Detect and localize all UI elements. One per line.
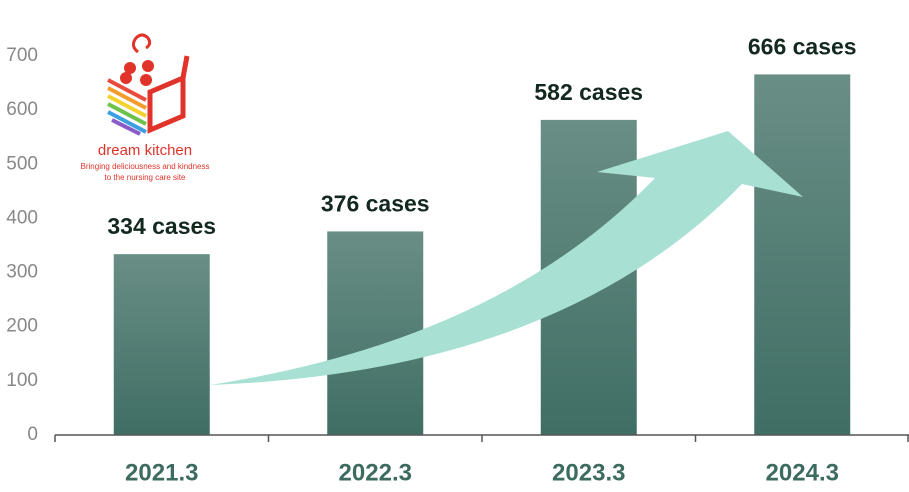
growth-arrow bbox=[210, 131, 803, 385]
x-tick-label: 2024.3 bbox=[766, 459, 839, 486]
value-label: 334 cases bbox=[107, 213, 216, 239]
y-tick-label: 600 bbox=[6, 99, 38, 120]
bar bbox=[113, 254, 210, 435]
y-tick-label: 100 bbox=[6, 370, 38, 391]
value-label: 582 cases bbox=[534, 79, 643, 105]
logo: dream kitchen Bringing deliciousness and… bbox=[81, 33, 210, 182]
x-tick-label: 2021.3 bbox=[125, 459, 198, 486]
value-label: 666 cases bbox=[748, 33, 857, 59]
y-tick-label: 300 bbox=[6, 262, 38, 283]
logo-tagline: to the nursing care site bbox=[105, 173, 186, 182]
y-tick-label: 200 bbox=[6, 316, 38, 337]
value-label: 376 cases bbox=[321, 191, 430, 217]
bar bbox=[754, 74, 851, 435]
logo-tagline: Bringing deliciousness and kindness bbox=[81, 162, 210, 171]
logo-name: dream kitchen bbox=[98, 142, 192, 159]
bar bbox=[327, 231, 424, 435]
y-tick-label: 700 bbox=[6, 45, 38, 66]
y-tick-label: 0 bbox=[27, 424, 38, 445]
x-tick-label: 2022.3 bbox=[339, 459, 412, 486]
y-tick-label: 500 bbox=[6, 153, 38, 174]
bars bbox=[113, 74, 851, 435]
y-tick-label: 400 bbox=[6, 207, 38, 228]
x-tick-label: 2023.3 bbox=[552, 459, 625, 486]
